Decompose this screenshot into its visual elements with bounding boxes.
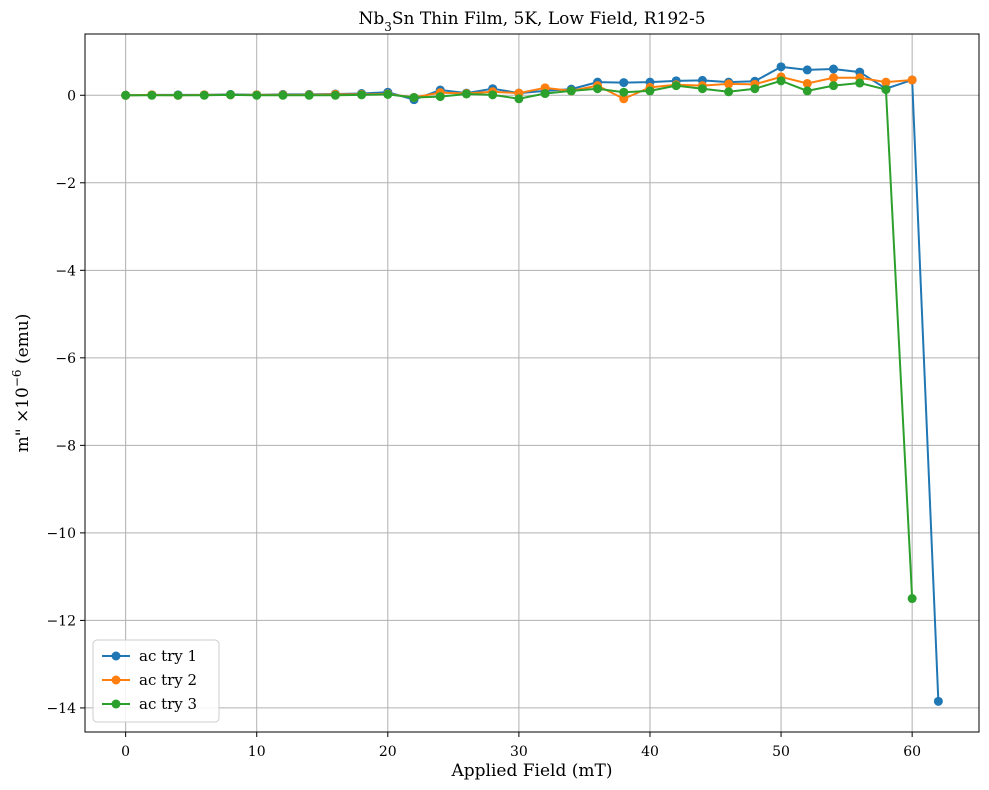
data-point <box>933 696 943 706</box>
data-point <box>697 84 707 94</box>
data-point <box>750 84 760 94</box>
data-point <box>671 81 681 91</box>
legend-label: ac try 3 <box>139 695 197 713</box>
y-tick-label: −10 <box>46 526 76 542</box>
data-point <box>330 90 340 100</box>
data-point <box>724 79 734 89</box>
legend-box <box>92 639 220 723</box>
series-1 <box>121 62 943 706</box>
x-tick-label: 40 <box>641 744 659 760</box>
legend-item: ac try 3 <box>102 695 197 713</box>
plot-frame <box>84 33 980 733</box>
data-point <box>461 89 471 99</box>
data-point <box>199 90 209 100</box>
x-tick-label: 20 <box>379 744 397 760</box>
data-point <box>881 85 891 95</box>
data-point <box>304 90 314 100</box>
legend-marker <box>111 699 121 709</box>
data-point <box>409 92 419 102</box>
y-tick-label: −4 <box>55 263 76 279</box>
series-3 <box>121 76 917 604</box>
y-tick-label: 0 <box>67 88 76 104</box>
data-point <box>724 87 734 97</box>
y-tick-label: −8 <box>55 438 76 454</box>
legend-marker <box>111 651 121 661</box>
legend-item: ac try 2 <box>102 671 197 689</box>
data-point <box>252 90 262 100</box>
data-point <box>855 78 865 88</box>
data-point <box>121 90 131 100</box>
x-tick-label: 10 <box>248 744 266 760</box>
data-point <box>828 81 838 91</box>
data-point <box>566 86 576 96</box>
y-tick-label: −12 <box>46 613 76 629</box>
data-point <box>593 84 603 94</box>
data-point <box>802 65 812 75</box>
data-point <box>907 594 917 604</box>
x-tick-label: 50 <box>772 744 790 760</box>
series-line <box>125 65 940 702</box>
data-point <box>147 90 157 100</box>
chart-title: Nb3Sn Thin Film, 5K, Low Field, R192-5 <box>358 9 705 34</box>
data-point <box>514 94 524 104</box>
data-point <box>619 94 629 104</box>
y-tick-label: −2 <box>55 176 76 192</box>
data-point <box>173 90 183 100</box>
data-point <box>540 89 550 99</box>
legend-label: ac try 1 <box>139 647 197 665</box>
data-point <box>776 62 786 72</box>
data-point <box>828 73 838 83</box>
series-layer <box>121 62 943 706</box>
data-point <box>776 76 786 86</box>
data-point <box>645 86 655 96</box>
x-tick-label: 60 <box>903 744 921 760</box>
data-point <box>488 90 498 100</box>
y-axis-label: m" ×10−6 (emu) <box>10 314 33 453</box>
data-point <box>881 77 891 87</box>
data-point <box>802 78 812 88</box>
data-point <box>383 89 393 99</box>
data-point <box>907 75 917 85</box>
legend-item: ac try 1 <box>102 647 197 665</box>
y-tick-label: −6 <box>55 351 76 367</box>
data-point <box>619 87 629 97</box>
data-point <box>619 78 629 88</box>
x-tick-label: 30 <box>510 744 528 760</box>
legend-label: ac try 2 <box>139 671 197 689</box>
data-point <box>357 90 367 100</box>
data-point <box>435 92 445 102</box>
data-point <box>802 86 812 96</box>
data-point <box>278 90 288 100</box>
legend: ac try 1 ac try 2 ac try 3 <box>92 639 220 723</box>
y-tick-label: −14 <box>46 701 76 717</box>
data-point <box>226 90 236 100</box>
grid-lines <box>85 34 979 732</box>
tick-layer: 0 10 20 30 40 50 60 0 −2 −4 −6 −8 −10 −12 −14 <box>46 88 921 760</box>
data-point <box>828 64 838 74</box>
legend-marker <box>111 675 121 685</box>
x-axis-label: Applied Field (mT) <box>450 761 612 781</box>
x-tick-label: 0 <box>121 744 130 760</box>
